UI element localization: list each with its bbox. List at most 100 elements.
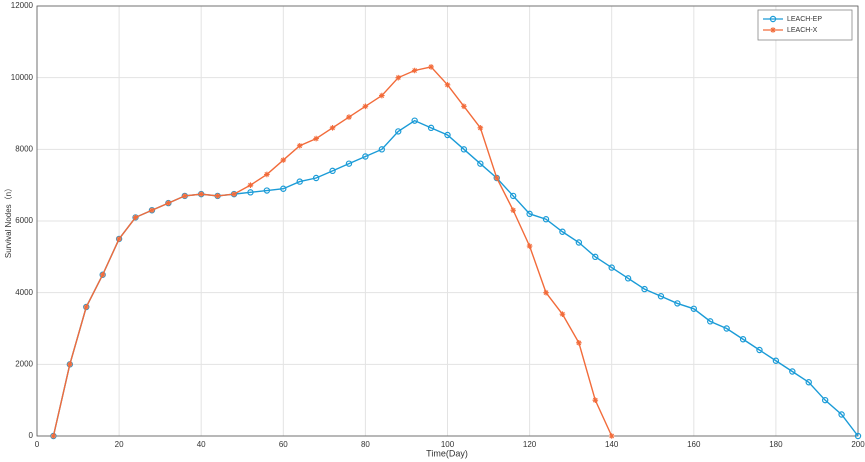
y-axis-label: Survival Nodes（n）	[4, 184, 13, 258]
marker	[346, 114, 352, 120]
marker	[559, 311, 566, 317]
marker	[674, 300, 681, 307]
legend-marker	[769, 15, 777, 23]
marker	[329, 125, 336, 131]
x-tick-label: 140	[605, 440, 619, 449]
x-tick-label: 80	[361, 440, 370, 449]
marker	[559, 228, 566, 235]
x-tick-label: 100	[441, 440, 455, 449]
marker	[99, 271, 106, 278]
y-tick-label: 8000	[15, 144, 33, 153]
marker	[789, 368, 796, 375]
marker	[821, 396, 829, 404]
y-tick-label: 0	[29, 431, 34, 440]
marker	[657, 293, 665, 300]
marker	[116, 236, 122, 242]
marker	[460, 146, 468, 153]
legend-box	[757, 9, 853, 41]
x-tick-label: 200	[851, 440, 865, 449]
marker	[329, 167, 336, 175]
marker	[395, 128, 402, 135]
y-tick-label: 6000	[15, 216, 33, 225]
marker	[854, 432, 862, 440]
marker	[592, 397, 599, 403]
marker	[50, 433, 57, 439]
marker	[608, 433, 615, 439]
x-tick-label: 0	[35, 440, 40, 449]
marker	[575, 239, 583, 246]
marker	[149, 207, 155, 214]
marker	[805, 379, 812, 386]
marker	[132, 214, 139, 221]
marker	[427, 124, 435, 132]
marker	[263, 187, 271, 194]
marker	[690, 305, 698, 312]
marker	[411, 117, 418, 124]
x-tick-label: 20	[115, 440, 124, 449]
marker	[312, 174, 320, 182]
marker	[362, 103, 369, 110]
marker	[296, 178, 303, 185]
marker	[838, 411, 845, 418]
legend-label: LEACH-X	[787, 27, 818, 34]
marker	[624, 275, 632, 282]
marker	[378, 146, 386, 153]
marker	[772, 357, 780, 364]
marker	[542, 216, 550, 223]
marker	[543, 289, 549, 296]
marker	[428, 64, 434, 70]
marker	[214, 193, 221, 199]
marker	[592, 253, 599, 261]
x-tick-label: 40	[197, 440, 206, 449]
marker	[509, 192, 517, 200]
x-axis-label: Time(Day)	[426, 448, 468, 458]
y-tick-label: 4000	[15, 288, 33, 297]
x-tick-label: 120	[523, 440, 537, 449]
x-tick-label: 160	[687, 440, 701, 449]
marker	[756, 346, 763, 354]
marker	[264, 171, 270, 178]
marker	[247, 189, 254, 196]
marker	[477, 160, 484, 167]
marker	[493, 175, 500, 181]
marker	[576, 340, 582, 346]
marker	[379, 92, 385, 99]
marker	[362, 153, 369, 160]
y-tick-label: 10000	[11, 73, 34, 82]
marker	[280, 185, 287, 192]
marker	[198, 191, 204, 197]
marker	[345, 160, 353, 167]
marker	[739, 336, 747, 343]
marker	[526, 243, 533, 249]
marker	[411, 67, 418, 74]
x-tick-label: 60	[279, 440, 288, 449]
marker	[67, 361, 73, 368]
marker	[707, 318, 714, 325]
x-tick-label: 180	[769, 440, 783, 449]
marker	[231, 191, 237, 197]
marker	[280, 157, 287, 163]
marker	[461, 103, 467, 110]
marker	[444, 82, 451, 88]
legend-label: LEACH-EP	[787, 16, 822, 23]
marker	[83, 304, 90, 310]
marker	[247, 182, 254, 188]
legend-marker	[770, 27, 776, 33]
marker	[526, 210, 533, 218]
marker	[510, 207, 516, 214]
marker	[477, 125, 484, 131]
y-tick-label: 2000	[15, 359, 33, 368]
plot-frame	[36, 5, 859, 437]
marker	[444, 131, 451, 139]
marker	[395, 74, 402, 81]
marker	[641, 285, 648, 293]
legend: LEACH-EP LEACH-X	[757, 9, 853, 41]
marker	[723, 325, 730, 332]
y-tick-label: 12000	[11, 1, 34, 10]
marker	[608, 264, 615, 271]
marker	[165, 200, 172, 206]
marker	[296, 142, 303, 149]
marker	[181, 193, 188, 199]
